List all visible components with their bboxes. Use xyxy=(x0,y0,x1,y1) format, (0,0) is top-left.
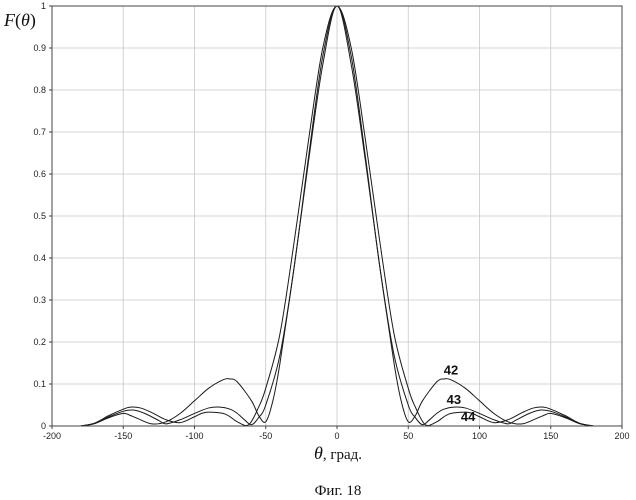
x-tick-label: -200 xyxy=(43,431,61,441)
x-axis-label: θ, град. xyxy=(314,443,362,463)
x-tick-label: 0 xyxy=(334,431,339,441)
y-tick-label: 0.6 xyxy=(33,169,46,179)
series-label-43: 43 xyxy=(447,392,461,407)
y-tick-label: 0.8 xyxy=(33,85,46,95)
chart-grid xyxy=(49,6,622,429)
x-tick-label: -50 xyxy=(259,431,272,441)
y-tick-label: 0.5 xyxy=(33,211,46,221)
y-tick-label: 0.2 xyxy=(33,337,46,347)
x-tick-label: -150 xyxy=(114,431,132,441)
y-tick-label: 0.3 xyxy=(33,295,46,305)
figure-caption: Фиг. 18 xyxy=(315,483,362,499)
y-axis-label: F(θ) xyxy=(3,10,36,31)
y-tick-label: 0 xyxy=(41,421,46,431)
y-tick-label: 0.9 xyxy=(33,43,46,53)
y-tick-label: 0.1 xyxy=(33,379,46,389)
x-tick-label: -100 xyxy=(185,431,203,441)
series-label-42: 42 xyxy=(444,362,458,377)
y-tick-label: 0.7 xyxy=(33,127,46,137)
x-tick-label: 50 xyxy=(403,431,413,441)
x-tick-label: 200 xyxy=(614,431,629,441)
x-tick-label: 100 xyxy=(472,431,487,441)
y-tick-label: 0.4 xyxy=(33,253,46,263)
series-label-44: 44 xyxy=(461,409,476,424)
x-tick-label: 150 xyxy=(543,431,558,441)
y-tick-label: 1 xyxy=(41,1,46,11)
